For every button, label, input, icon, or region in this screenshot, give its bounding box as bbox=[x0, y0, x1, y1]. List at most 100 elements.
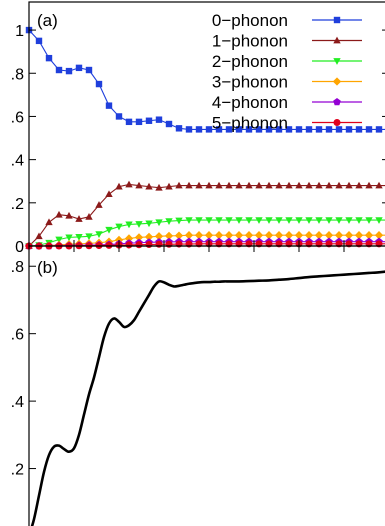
data-point bbox=[245, 126, 253, 133]
data-point bbox=[255, 217, 263, 224]
data-point bbox=[295, 217, 303, 224]
data-point bbox=[194, 231, 204, 240]
data-point bbox=[164, 231, 174, 241]
data-point bbox=[335, 217, 343, 224]
panel-b: .2 .4 .6 .8 (b) bbox=[11, 245, 385, 526]
legend-marker bbox=[333, 118, 341, 127]
legend-marker bbox=[333, 36, 341, 44]
data-point bbox=[265, 217, 273, 224]
data-point bbox=[294, 231, 304, 240]
legend-label: 1−phonon bbox=[212, 32, 288, 51]
data-point bbox=[55, 66, 63, 74]
data-point bbox=[45, 218, 53, 226]
data-point bbox=[165, 218, 173, 226]
data-point bbox=[365, 217, 373, 224]
data-point bbox=[365, 181, 373, 189]
series-line bbox=[30, 270, 385, 526]
data-point bbox=[305, 181, 313, 189]
data-point bbox=[225, 217, 233, 224]
y-tick-label: .4 bbox=[11, 153, 24, 170]
data-point bbox=[45, 54, 53, 62]
data-point bbox=[175, 181, 183, 189]
data-point bbox=[234, 231, 244, 240]
y-tick-label: .2 bbox=[11, 196, 24, 213]
data-point bbox=[235, 217, 243, 224]
data-point bbox=[214, 231, 224, 240]
data-point bbox=[125, 241, 133, 249]
data-point bbox=[325, 217, 333, 224]
data-point bbox=[275, 217, 283, 224]
data-point bbox=[354, 231, 364, 240]
data-point bbox=[135, 118, 143, 126]
data-point bbox=[375, 126, 383, 133]
data-point bbox=[225, 126, 233, 133]
data-point bbox=[175, 125, 183, 132]
data-point bbox=[145, 182, 153, 190]
data-point bbox=[355, 181, 363, 189]
data-point bbox=[335, 181, 343, 189]
data-point bbox=[145, 117, 153, 124]
data-point bbox=[135, 241, 143, 249]
data-point bbox=[315, 126, 323, 133]
y-tick-label: .8 bbox=[11, 259, 24, 276]
data-point bbox=[115, 182, 123, 190]
data-point bbox=[95, 231, 103, 238]
data-point bbox=[85, 66, 93, 74]
data-point bbox=[275, 181, 283, 189]
data-point bbox=[265, 126, 273, 133]
legend-marker bbox=[333, 16, 341, 24]
data-point bbox=[244, 231, 254, 240]
data-point bbox=[155, 240, 163, 248]
data-point bbox=[315, 217, 323, 224]
data-point bbox=[195, 217, 203, 224]
data-point bbox=[175, 217, 183, 225]
data-point bbox=[65, 211, 73, 219]
data-point bbox=[155, 183, 163, 191]
data-point bbox=[264, 231, 274, 240]
data-point bbox=[375, 217, 383, 224]
series-line bbox=[28, 29, 385, 130]
panel-a-label: (a) bbox=[37, 11, 58, 30]
data-point bbox=[305, 126, 313, 133]
data-point bbox=[124, 234, 134, 243]
data-point bbox=[185, 217, 193, 224]
y-tick-label: .4 bbox=[11, 394, 24, 411]
data-point bbox=[274, 231, 284, 240]
data-point bbox=[225, 181, 233, 189]
data-point bbox=[105, 190, 113, 198]
data-point bbox=[325, 181, 333, 189]
data-point bbox=[85, 233, 93, 241]
data-point bbox=[115, 113, 123, 120]
data-point bbox=[205, 126, 213, 133]
data-point bbox=[285, 217, 293, 224]
y-tick-label: .8 bbox=[11, 66, 24, 83]
data-point bbox=[255, 126, 263, 133]
legend-marker bbox=[333, 58, 341, 65]
data-point bbox=[314, 231, 324, 240]
data-point bbox=[325, 126, 333, 133]
data-point bbox=[144, 232, 154, 242]
data-point bbox=[165, 182, 173, 190]
data-point bbox=[344, 231, 354, 240]
data-point bbox=[205, 181, 213, 189]
data-point bbox=[205, 217, 213, 224]
data-point bbox=[65, 234, 73, 242]
data-point bbox=[35, 232, 43, 240]
data-point bbox=[335, 126, 343, 133]
data-point bbox=[105, 102, 113, 109]
data-point bbox=[235, 181, 243, 189]
data-point bbox=[184, 231, 194, 240]
data-point bbox=[355, 217, 363, 224]
data-point bbox=[174, 231, 184, 240]
data-point bbox=[95, 201, 103, 208]
data-point bbox=[285, 126, 293, 133]
data-point bbox=[245, 181, 253, 189]
data-point bbox=[155, 116, 163, 123]
data-point bbox=[135, 181, 143, 189]
data-point bbox=[165, 120, 173, 128]
data-point bbox=[245, 217, 253, 224]
legend-label: 0−phonon bbox=[212, 11, 288, 30]
data-point bbox=[284, 231, 294, 240]
data-point bbox=[75, 215, 83, 222]
